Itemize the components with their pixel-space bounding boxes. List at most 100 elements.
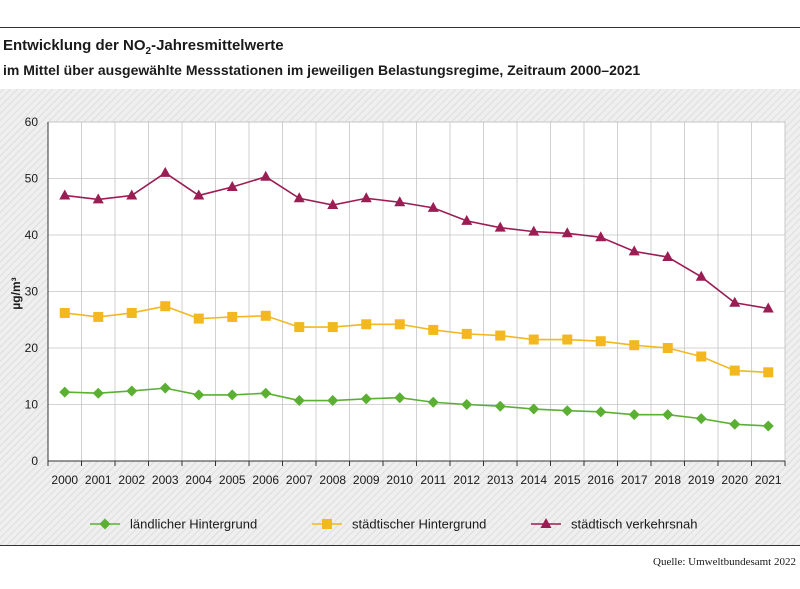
x-tick-label: 2007 (286, 473, 313, 487)
series-1-point (762, 420, 774, 432)
legend: ländlicher Hintergrund städtischer Hinter… (90, 517, 697, 532)
series-3-point (662, 251, 674, 262)
series-1-point (595, 406, 607, 418)
series-2-point (696, 351, 707, 362)
series-3-point (159, 166, 171, 177)
y-axis-label: µg/m³ (9, 277, 23, 309)
series-3-point (360, 192, 372, 203)
series-1-point (193, 389, 205, 401)
series-2-point (528, 334, 539, 345)
series-1-point (293, 395, 305, 407)
y-tick-label: 20 (25, 341, 39, 355)
legend-label: städtischer Hintergrund (352, 517, 486, 532)
series-1-point (260, 387, 272, 399)
series-1-point (695, 413, 707, 425)
series-2-point (160, 301, 171, 312)
x-tick-label: 2012 (453, 473, 480, 487)
series-2-point (327, 322, 338, 333)
y-tick-label: 60 (25, 115, 39, 129)
series-3-point (494, 221, 506, 232)
series-2-point (294, 322, 305, 333)
x-tick-label: 2010 (386, 473, 413, 487)
series-1-point (59, 386, 71, 398)
x-tick-label: 2013 (487, 473, 514, 487)
title-end: -Jahresmittelwerte (151, 37, 284, 54)
series-1-line (64, 387, 769, 427)
x-tick-label: 2008 (319, 473, 346, 487)
x-tick-label: 2018 (654, 473, 681, 487)
series-2-point (562, 334, 573, 345)
legend-item-2: städtischer Hintergrund (312, 517, 486, 532)
y-tick-label: 50 (25, 172, 39, 186)
y-tick-label: 30 (25, 285, 39, 299)
series-2-point (361, 319, 372, 330)
y-tick-label: 0 (31, 454, 38, 468)
series-1-point (92, 387, 104, 399)
x-tick-label: 2016 (587, 473, 614, 487)
legend-item-1: ländlicher Hintergrund (90, 517, 257, 532)
x-tick-label: 2003 (152, 473, 179, 487)
series-3-point (628, 245, 640, 256)
series-2-point (763, 367, 774, 378)
title-main: Entwicklung der NO (3, 37, 146, 54)
series-3-point (595, 231, 607, 242)
chart-title: Entwicklung der NO2-Jahresmittelwerte (3, 37, 284, 57)
series-1-point (662, 409, 674, 421)
x-tick-label: 2005 (219, 473, 246, 487)
chart-subtitle: im Mittel über ausgewählte Messstationen… (3, 62, 641, 78)
series-2-line (64, 305, 769, 374)
series-3-point (528, 225, 540, 236)
x-tick-label: 2011 (420, 473, 446, 487)
series-2-point (260, 310, 271, 321)
series-3-point (226, 180, 238, 191)
x-tick-label: 2004 (185, 473, 212, 487)
top-rule (0, 27, 800, 28)
series-3-point (762, 302, 774, 313)
series-2-point (428, 324, 439, 335)
legend-item-3: städtisch verkehrsnah (531, 517, 697, 532)
series-1-point (327, 395, 339, 407)
x-tick-label: 2006 (252, 473, 279, 487)
legend-marker (99, 518, 111, 530)
series-3-point (427, 201, 439, 212)
series-3-point (695, 270, 707, 281)
series-2-point (662, 343, 673, 353)
series-1-point (226, 389, 238, 401)
axes: 0 10 20 30 40 50 60 2000 2001 2002 2003 2004 2005 200… (9, 115, 786, 487)
series-3-point (293, 192, 305, 203)
series-1-point (494, 400, 506, 412)
series-2-point (495, 330, 506, 341)
series-1-point (360, 393, 372, 405)
series-1-point (729, 418, 741, 430)
x-tick-label: 2017 (621, 473, 648, 487)
legend-label: ländlicher Hintergrund (130, 517, 257, 532)
grid (48, 121, 785, 461)
series-3 (59, 166, 774, 313)
series-2-point (126, 307, 137, 318)
series-3-point (461, 214, 473, 225)
x-tick-label: 2014 (520, 473, 547, 487)
series-1-point (126, 385, 138, 397)
series-3-point (92, 193, 104, 204)
x-tick-label: 2000 (51, 473, 78, 487)
x-tick-label: 2001 (85, 473, 112, 487)
series-2-point (729, 365, 740, 376)
x-tick-label: 2021 (755, 473, 782, 487)
series-2 (59, 301, 774, 378)
series-1-point (159, 382, 171, 394)
series-3-point (126, 189, 138, 200)
x-tick-label: 2019 (688, 473, 715, 487)
x-tick-label: 2020 (721, 473, 748, 487)
series-layer (59, 166, 774, 432)
series-1-point (561, 405, 573, 417)
legend-marker (322, 519, 332, 529)
series-2-point (595, 336, 606, 347)
series-1-point (628, 409, 640, 421)
bottom-rule (0, 545, 800, 546)
series-2-point (193, 313, 204, 324)
series-2-point (227, 311, 238, 322)
series-1-point (394, 392, 406, 404)
y-tick-label: 10 (25, 398, 39, 412)
legend-marker (540, 518, 552, 528)
